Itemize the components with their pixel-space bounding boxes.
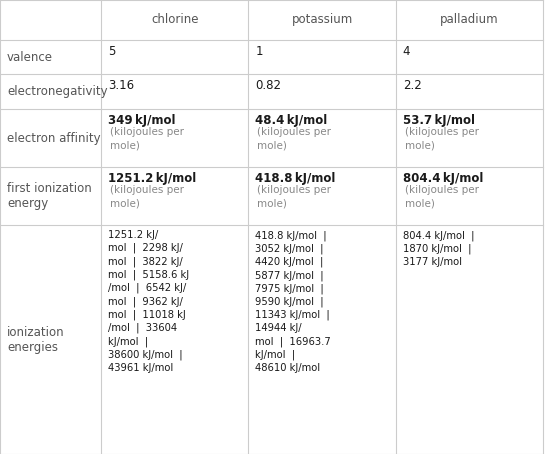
Text: first ionization
energy: first ionization energy [7,182,92,210]
Text: potassium: potassium [292,14,353,26]
Text: (kilojoules per
mole): (kilojoules per mole) [257,185,331,208]
Text: 804.4 kJ/mol: 804.4 kJ/mol [403,172,483,185]
Text: 418.8 kJ/mol  |
3052 kJ/mol  |
4420 kJ/mol  |
5877 kJ/mol  |
7975 kJ/mol  |
9590: 418.8 kJ/mol | 3052 kJ/mol | 4420 kJ/mol… [256,230,331,373]
Text: 2.2: 2.2 [403,79,422,93]
Text: 349 kJ/mol: 349 kJ/mol [108,114,175,127]
Text: 48.4 kJ/mol: 48.4 kJ/mol [256,114,328,127]
Text: 1: 1 [256,45,263,58]
Text: electronegativity: electronegativity [7,85,108,98]
Text: 418.8 kJ/mol: 418.8 kJ/mol [256,172,336,185]
Text: chlorine: chlorine [151,14,198,26]
Text: (kilojoules per
mole): (kilojoules per mole) [405,127,479,150]
Text: 5: 5 [108,45,115,58]
Text: electron affinity: electron affinity [7,132,100,144]
Text: valence: valence [7,51,53,64]
Text: ionization
energies: ionization energies [7,326,64,354]
Text: 804.4 kJ/mol  |
1870 kJ/mol  |
3177 kJ/mol: 804.4 kJ/mol | 1870 kJ/mol | 3177 kJ/mol [403,230,474,267]
Text: (kilojoules per
mole): (kilojoules per mole) [405,185,479,208]
Text: (kilojoules per
mole): (kilojoules per mole) [110,185,184,208]
Text: 1251.2 kJ/mol: 1251.2 kJ/mol [108,172,196,185]
Text: 0.82: 0.82 [256,79,281,93]
Text: 53.7 kJ/mol: 53.7 kJ/mol [403,114,475,127]
Text: 1251.2 kJ/
mol  |  2298 kJ/
mol  |  3822 kJ/
mol  |  5158.6 kJ
/mol  |  6542 kJ/: 1251.2 kJ/ mol | 2298 kJ/ mol | 3822 kJ/… [108,230,189,373]
Text: 3.16: 3.16 [108,79,134,93]
Text: (kilojoules per
mole): (kilojoules per mole) [110,127,184,150]
Text: (kilojoules per
mole): (kilojoules per mole) [257,127,331,150]
Text: 4: 4 [403,45,411,58]
Text: palladium: palladium [440,14,499,26]
